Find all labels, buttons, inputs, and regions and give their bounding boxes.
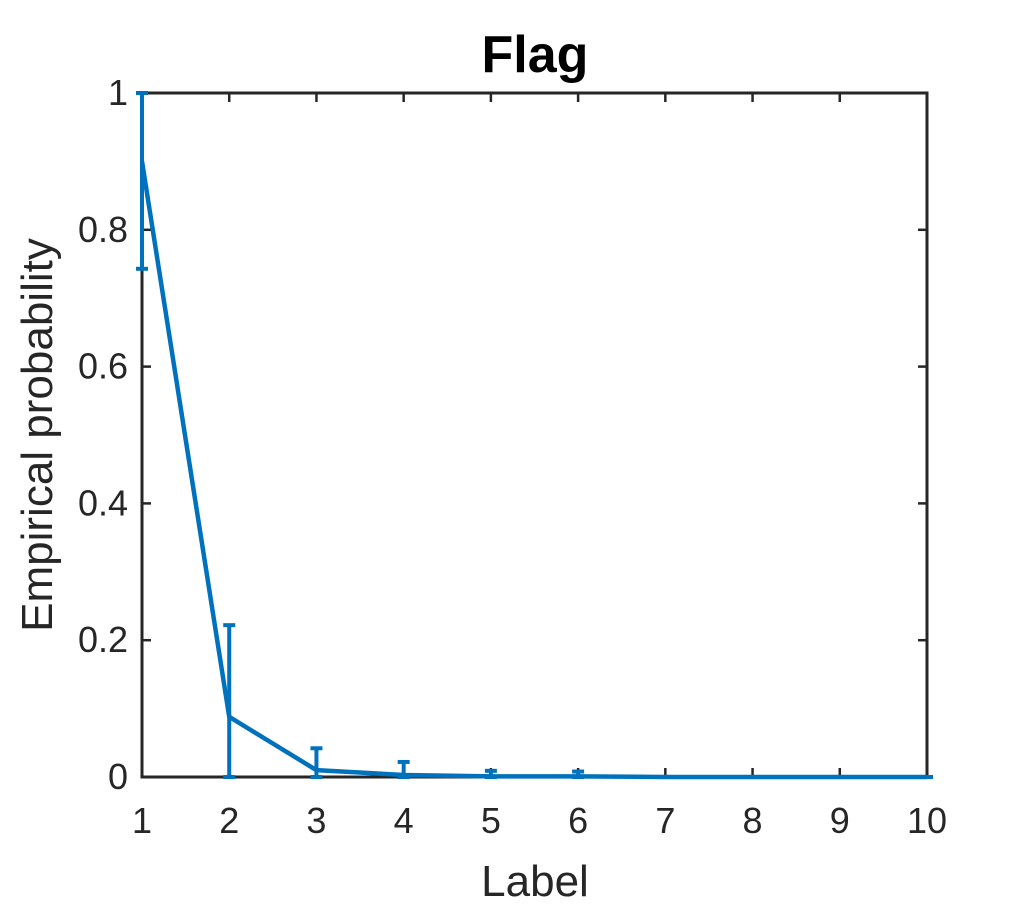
series-line	[139, 161, 927, 780]
x-tick-label: 3	[306, 800, 326, 841]
x-tick-label: 1	[132, 800, 152, 841]
plot-area: 1 2 3 4 5 6 7 8 9 10 0 0.2 0.4 0.6 0.8 1	[78, 72, 947, 841]
x-tick-label: 9	[830, 800, 850, 841]
chart-title: Flag	[482, 26, 589, 84]
y-tick-label: 0.8	[78, 209, 128, 250]
x-tick-label: 10	[907, 800, 947, 841]
x-tick-label: 8	[743, 800, 763, 841]
y-tick-label: 0	[108, 756, 128, 797]
y-tick-label: 0.6	[78, 346, 128, 387]
x-tick-label: 7	[655, 800, 675, 841]
y-tick-label: 0.2	[78, 619, 128, 660]
y-axis-label: Empirical probability	[13, 238, 62, 632]
axes-box	[140, 91, 929, 779]
x-axis-label: Label	[481, 857, 589, 906]
x-tick-label: 2	[219, 800, 239, 841]
y-tick-label: 0.4	[78, 482, 128, 523]
x-tick-label: 4	[394, 800, 414, 841]
x-tick-label: 6	[568, 800, 588, 841]
x-tick-label: 5	[481, 800, 501, 841]
y-tick-label: 1	[108, 72, 128, 113]
